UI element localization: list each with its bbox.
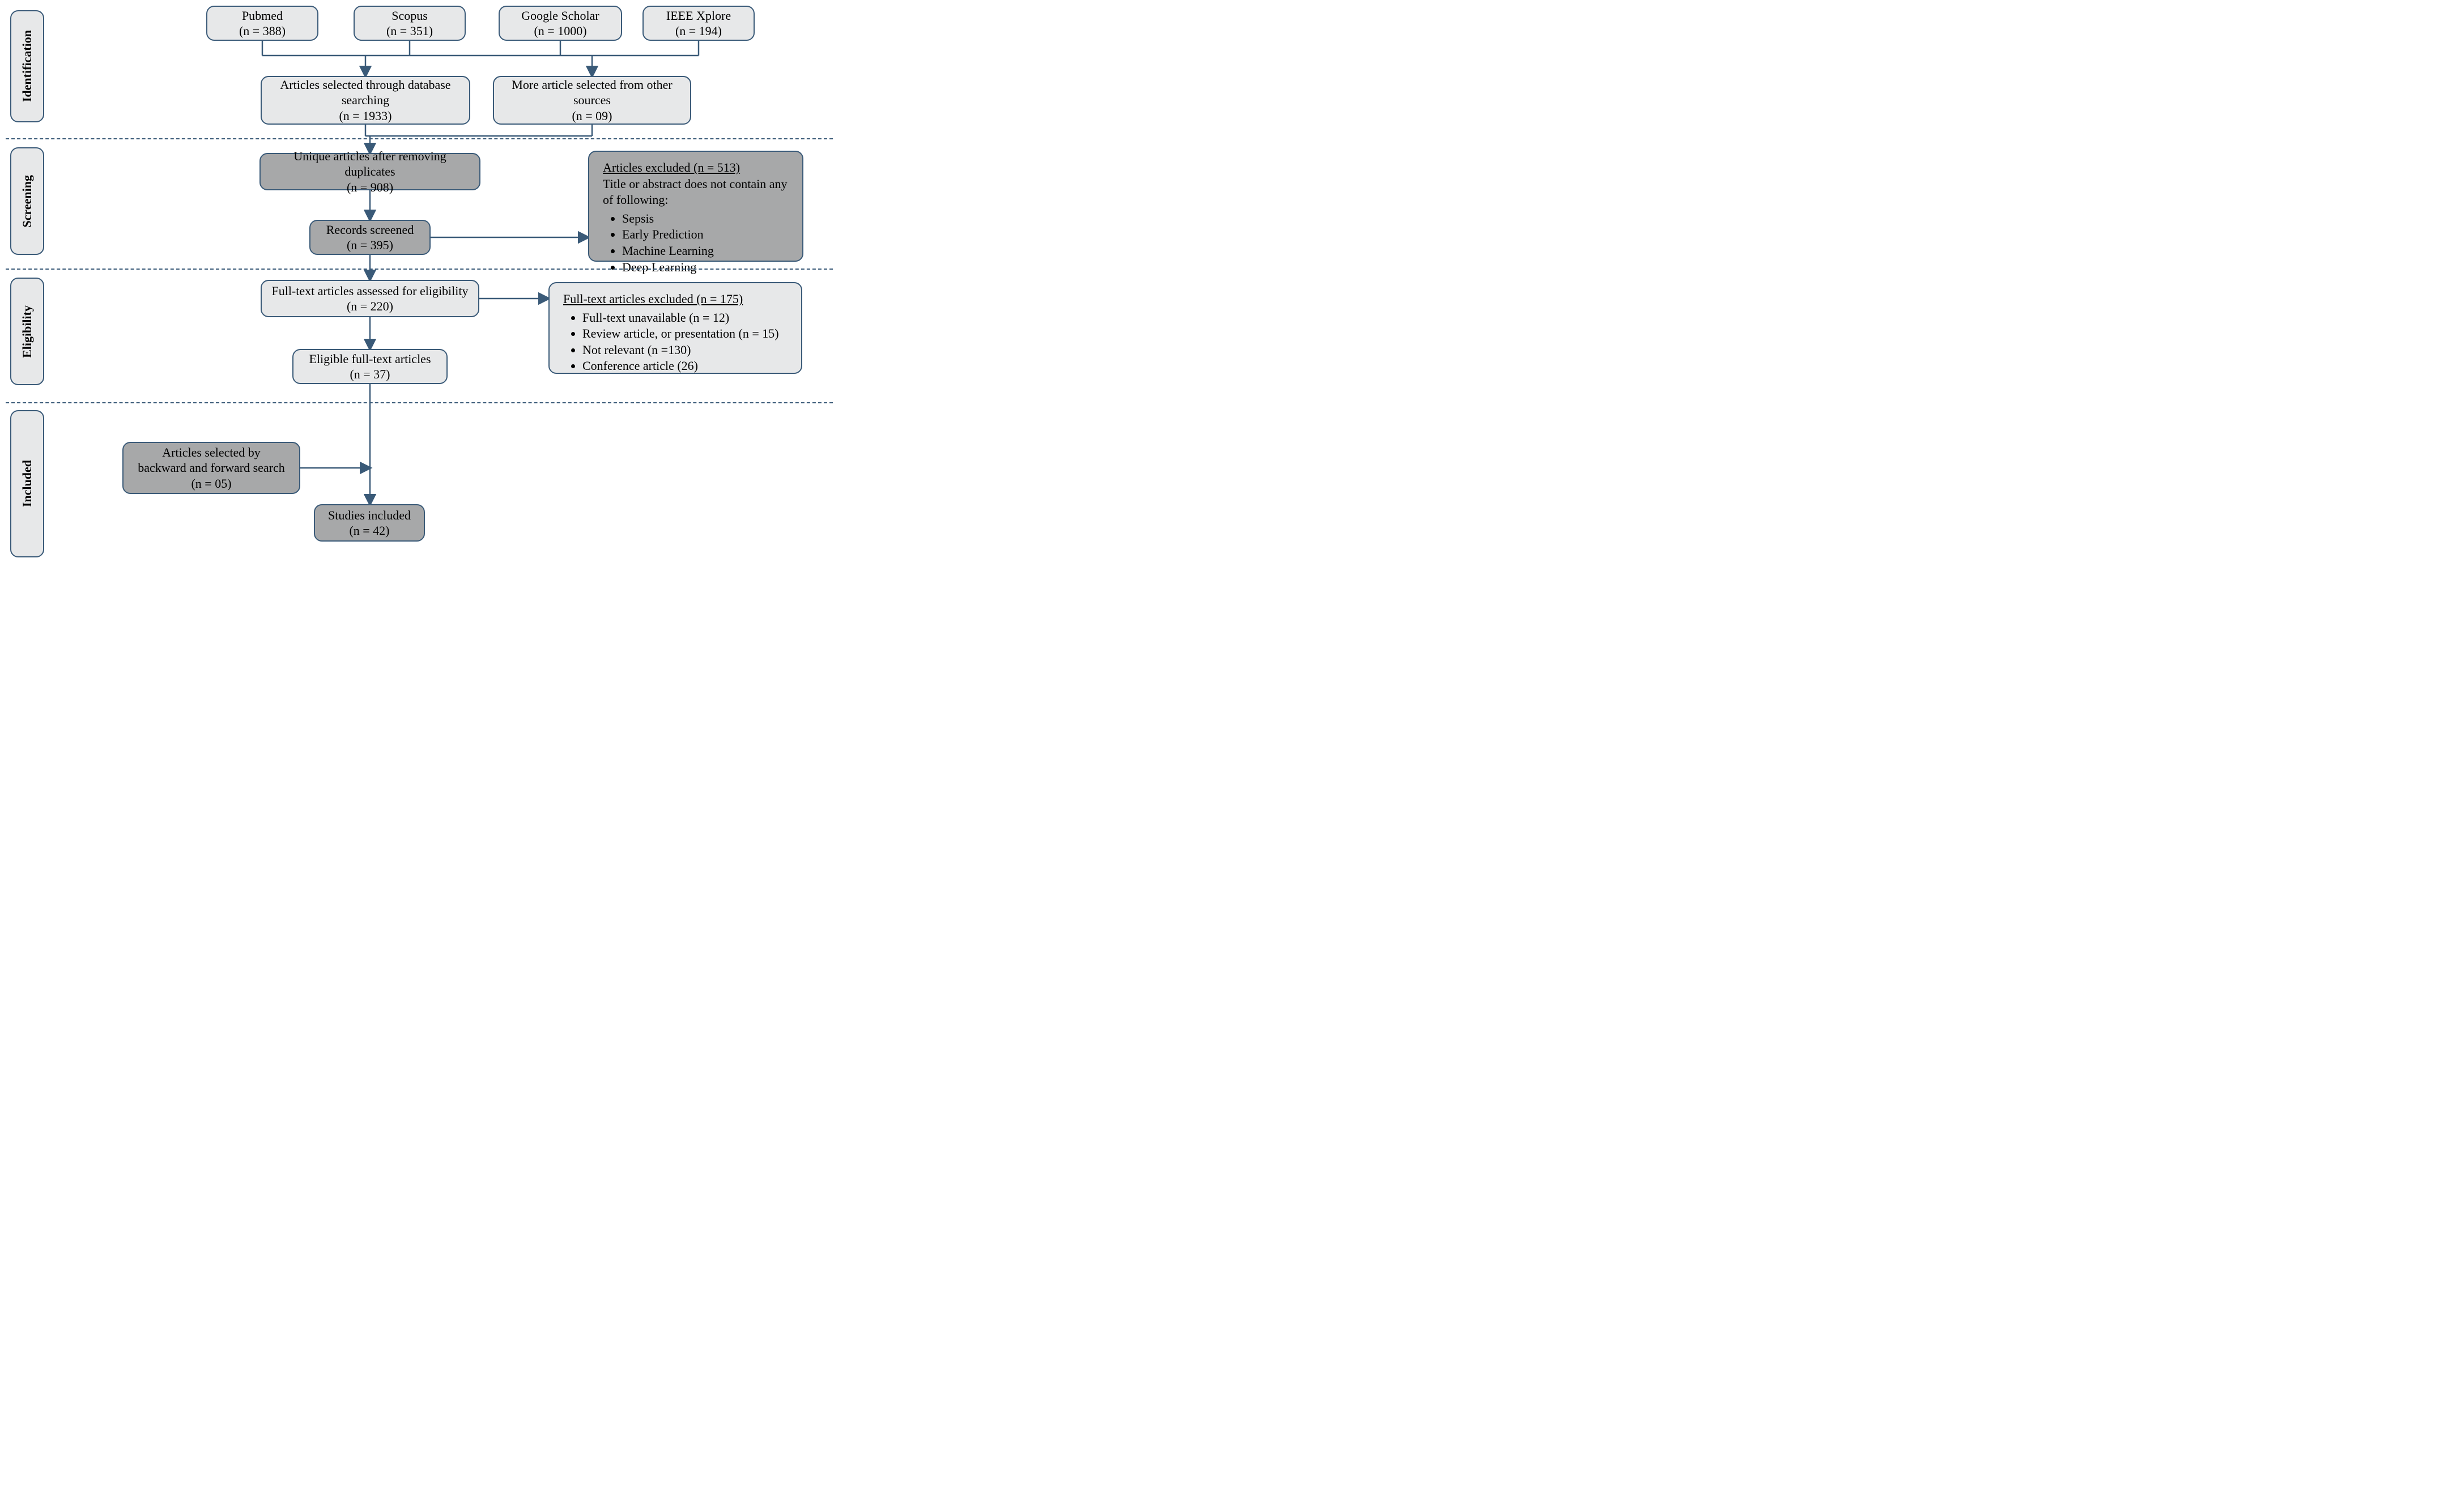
text: (n = 1000) [534, 24, 586, 38]
text: (n = 908) [347, 180, 393, 194]
phase-screening: Screening [10, 147, 44, 255]
text: searching [342, 93, 389, 107]
node-other-sources: More article selected from othersources (… [493, 76, 691, 125]
phase-divider [6, 138, 833, 139]
node-scopus: Scopus(n = 351) [354, 6, 466, 41]
bullet: Sepsis [622, 211, 791, 227]
exclusion-header: Full-text articles excluded (n = 175) [563, 292, 743, 306]
bullet: Review article, or presentation (n = 15) [582, 326, 790, 342]
text: (n = 42) [349, 523, 389, 538]
exclusion-bullets: SepsisEarly PredictionMachine LearningDe… [622, 211, 791, 275]
node-excluded-screening: Articles excluded (n = 513) Title or abst… [588, 151, 803, 262]
phase-included: Included [10, 410, 44, 557]
exclusion-header: Articles excluded (n = 513) [603, 160, 740, 174]
text: sources [573, 93, 611, 107]
phase-divider [6, 269, 833, 270]
text: (n = 220) [347, 299, 393, 313]
bullet: Conference article (26) [582, 358, 790, 374]
node-fulltext-assessed: Full-text articles assessed for eligibil… [261, 280, 479, 317]
node-pubmed: Pubmed(n = 388) [206, 6, 318, 41]
node-eligible-articles: Eligible full-text articles(n = 37) [292, 349, 448, 384]
bullet: Machine Learning [622, 243, 791, 259]
text: backward and forward search [138, 461, 285, 475]
text: (n = 05) [191, 476, 231, 491]
text: (n = 1933) [339, 109, 391, 123]
node-studies-included: Studies included(n = 42) [314, 504, 425, 542]
node-unique-articles: Unique articles after removing duplicate… [259, 153, 480, 190]
text: Title or abstract does not contain any o… [603, 177, 787, 207]
text: Records screened [326, 223, 414, 237]
node-records-screened: Records screened(n = 395) [309, 220, 431, 255]
node-ieee-xplore: IEEE Xplore(n = 194) [642, 6, 755, 41]
text: (n = 388) [239, 24, 286, 38]
text: Pubmed [242, 8, 283, 23]
text: (n = 395) [347, 238, 393, 252]
text: More article selected from other [512, 78, 672, 92]
node-excluded-eligibility: Full-text articles excluded (n = 175) Fu… [548, 282, 802, 374]
text: Articles selected through database [280, 78, 450, 92]
text: Unique articles after removing duplicate… [293, 149, 446, 179]
text: (n = 351) [386, 24, 433, 38]
text: Eligible full-text articles [309, 352, 431, 366]
prisma-flowchart: Identification Screening Eligibility Inc… [0, 0, 839, 578]
text: Full-text articles assessed for eligibil… [271, 284, 468, 298]
text: Google Scholar [521, 8, 599, 23]
bullet: Early Prediction [622, 227, 791, 243]
bullet: Deep Learning [622, 259, 791, 276]
phase-divider [6, 402, 833, 403]
text: Studies included [328, 508, 411, 522]
node-db-search: Articles selected through databasesearch… [261, 76, 470, 125]
text: Articles selected by [162, 445, 261, 459]
text: (n = 194) [675, 24, 722, 38]
text: (n = 09) [572, 109, 612, 123]
node-google-scholar: Google Scholar(n = 1000) [499, 6, 622, 41]
text: IEEE Xplore [666, 8, 731, 23]
bullet: Not relevant (n =130) [582, 342, 790, 359]
text: (n = 37) [350, 367, 390, 381]
phase-eligibility: Eligibility [10, 278, 44, 385]
phase-identification: Identification [10, 10, 44, 122]
phase-label: Eligibility [20, 305, 35, 358]
bullet: Full-text unavailable (n = 12) [582, 310, 790, 326]
phase-label: Identification [20, 30, 35, 102]
node-backward-forward: Articles selected by backward and forward… [122, 442, 300, 494]
phase-label: Screening [20, 175, 35, 227]
text: Scopus [391, 8, 428, 23]
exclusion-bullets: Full-text unavailable (n = 12)Review art… [582, 310, 790, 374]
phase-label: Included [20, 460, 35, 507]
